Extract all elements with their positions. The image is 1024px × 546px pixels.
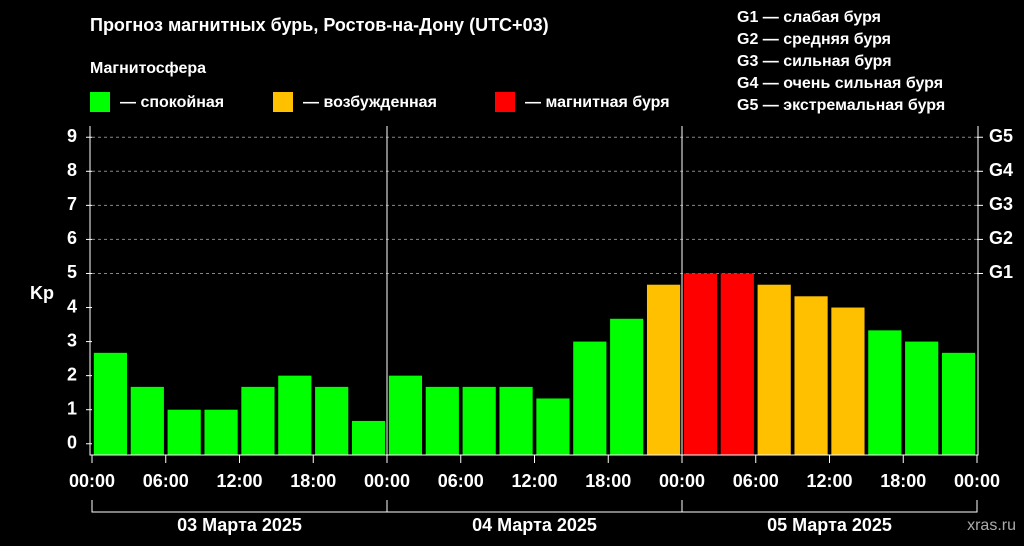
bar <box>573 341 607 455</box>
bar <box>794 296 828 455</box>
legend-swatch <box>90 92 110 112</box>
bar <box>351 420 386 455</box>
y-tick-label: 7 <box>67 194 77 214</box>
chart-title: Прогноз магнитных бурь, Ростов-на-Дону (… <box>90 15 549 35</box>
bar <box>905 341 939 455</box>
y-tick-label: 8 <box>67 160 77 180</box>
bar <box>241 386 275 455</box>
storm-scale-label: G5 — экстремальная буря <box>737 97 945 114</box>
legend-swatch <box>495 92 515 112</box>
bar <box>610 318 644 455</box>
legend-swatch <box>273 92 293 112</box>
bar <box>720 273 754 455</box>
day-bracket <box>681 500 978 513</box>
x-tick-label: 12:00 <box>806 471 852 491</box>
x-tick-label: 00:00 <box>364 471 410 491</box>
bar <box>941 352 976 455</box>
x-tick-label: 06:00 <box>143 471 189 491</box>
legend-label: — возбужденная <box>303 94 437 111</box>
bar <box>315 386 349 455</box>
bar <box>499 386 533 455</box>
day-label: 04 Марта 2025 <box>472 515 597 535</box>
legend-label: — спокойная <box>120 94 224 111</box>
x-tick-label: 00:00 <box>954 471 1000 491</box>
bar <box>462 386 496 455</box>
day-label: 03 Марта 2025 <box>177 515 302 535</box>
bar <box>536 398 570 455</box>
x-tick-label: 06:00 <box>733 471 779 491</box>
y-tick-label: 2 <box>67 364 77 384</box>
day-label: 05 Марта 2025 <box>767 515 892 535</box>
y2-tick-label: G2 <box>989 228 1013 248</box>
y-tick-label: 5 <box>67 262 77 282</box>
bar <box>831 307 865 455</box>
y2-tick-label: G5 <box>989 126 1013 146</box>
x-tick-label: 18:00 <box>290 471 336 491</box>
x-tick-label: 06:00 <box>438 471 484 491</box>
bar <box>757 284 791 455</box>
y-tick-label: 3 <box>67 330 77 350</box>
bar <box>683 273 718 455</box>
storm-scale-label: G2 — средняя буря <box>737 31 891 48</box>
x-tick-label: 12:00 <box>511 471 557 491</box>
x-tick-label: 18:00 <box>585 471 631 491</box>
watermark: xras.ru <box>967 517 1016 534</box>
legend-label: — магнитная буря <box>525 94 670 111</box>
bar <box>130 386 164 455</box>
bar <box>204 409 238 455</box>
y-tick-label: 9 <box>67 126 77 146</box>
bar <box>425 386 459 455</box>
bar <box>167 409 201 455</box>
bar <box>646 284 681 455</box>
bar <box>388 375 423 455</box>
legend-title: Магнитосфера <box>90 60 206 77</box>
x-tick-label: 00:00 <box>69 471 115 491</box>
y-tick-label: 4 <box>67 296 77 316</box>
x-tick-label: 18:00 <box>880 471 926 491</box>
bar <box>868 330 902 455</box>
storm-scale-label: G4 — очень сильная буря <box>737 75 943 92</box>
x-tick-label: 00:00 <box>659 471 705 491</box>
bar <box>278 375 312 455</box>
y2-tick-label: G1 <box>989 262 1013 282</box>
x-tick-label: 12:00 <box>216 471 262 491</box>
storm-scale-label: G1 — слабая буря <box>737 9 881 26</box>
y-axis-label: Kp <box>30 283 54 303</box>
y-tick-label: 1 <box>67 398 77 418</box>
y2-tick-label: G4 <box>989 160 1013 180</box>
y2-tick-label: G3 <box>989 194 1013 214</box>
y-tick-label: 6 <box>67 228 77 248</box>
storm-scale-label: G3 — сильная буря <box>737 53 892 70</box>
bar <box>93 352 128 455</box>
y-tick-label: 0 <box>67 433 77 453</box>
